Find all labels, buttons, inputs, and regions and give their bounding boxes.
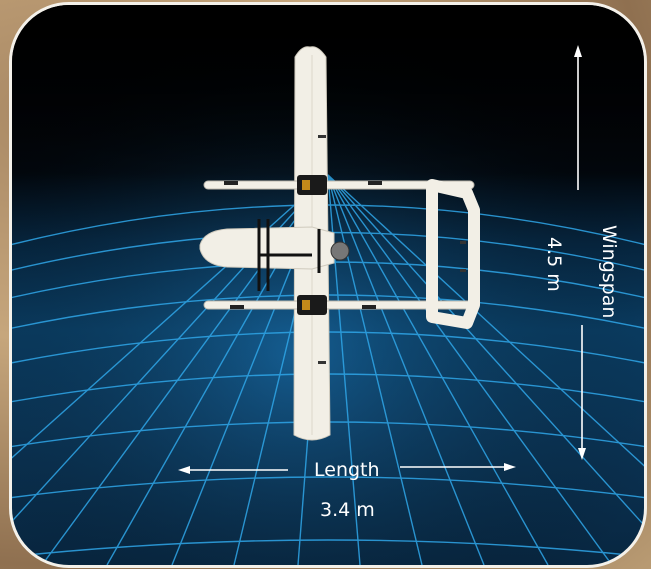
wingspan-arrow xyxy=(574,45,586,460)
wingspan-title: Wingspan xyxy=(598,225,620,319)
length-title: Length xyxy=(314,459,380,481)
length-arrow xyxy=(178,463,516,474)
grid-floor-graphic xyxy=(12,5,644,565)
wingspan-value: 4.5 m xyxy=(543,237,565,292)
drone-illustration xyxy=(199,46,480,441)
spec-card: Wingspan 4.5 m Length 3.4 m xyxy=(9,2,647,568)
length-value: 3.4 m xyxy=(320,499,375,521)
